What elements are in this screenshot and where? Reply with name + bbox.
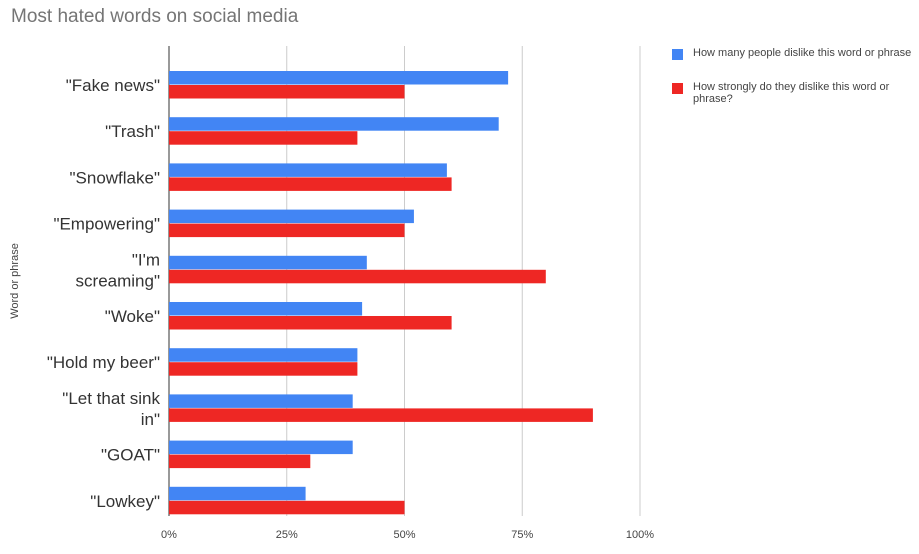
category-label: "Woke" [105, 307, 160, 326]
bar-strength-1 [169, 131, 358, 145]
bar-count-0 [169, 71, 509, 85]
category-label: "Snowflake" [69, 168, 160, 187]
category-label: "Trash" [105, 122, 160, 141]
bar-count-1 [169, 117, 499, 131]
bar-count-2 [169, 163, 447, 177]
category-label: "Empowering" [53, 215, 160, 234]
bar-strength-4 [169, 269, 546, 284]
bar-strength-2 [169, 177, 452, 191]
bar-strength-3 [169, 223, 405, 238]
category-label: "I'm screaming" [76, 250, 160, 290]
category-label: "GOAT" [101, 446, 160, 465]
bar-strength-5 [169, 316, 452, 330]
legend-label-strength: How strongly do they dislike this word o… [693, 81, 890, 105]
bar-strength-6 [169, 362, 358, 376]
bar-count-6 [169, 348, 358, 362]
x-tick-label: 100% [626, 529, 654, 541]
bar-strength-8 [169, 454, 311, 469]
x-tick-label: 25% [276, 529, 298, 541]
x-tick-label: 50% [393, 529, 415, 541]
bar-count-7 [169, 394, 353, 408]
bar-count-4 [169, 255, 367, 270]
category-label: "Let that sink in" [62, 389, 160, 429]
bar-count-3 [169, 209, 414, 224]
legend-swatch-count [672, 49, 683, 60]
bar-strength-7 [169, 408, 593, 422]
bar-strength-0 [169, 85, 405, 99]
category-label: "Fake news" [66, 76, 160, 95]
bar-count-9 [169, 486, 306, 501]
category-label: "Lowkey" [90, 492, 160, 511]
chart-title: Most hated words on social media [11, 6, 299, 27]
category-label: "Hold my beer" [47, 353, 160, 372]
legend-label-count: How many people dislike this word or phr… [693, 47, 912, 59]
bar-count-8 [169, 440, 353, 455]
x-tick-label: 75% [511, 529, 533, 541]
x-tick-label: 0% [161, 529, 177, 541]
y-axis-title: Word or phrase [9, 243, 21, 319]
bar-strength-9 [169, 500, 405, 515]
bar-count-5 [169, 302, 363, 316]
legend-swatch-strength [672, 83, 683, 94]
